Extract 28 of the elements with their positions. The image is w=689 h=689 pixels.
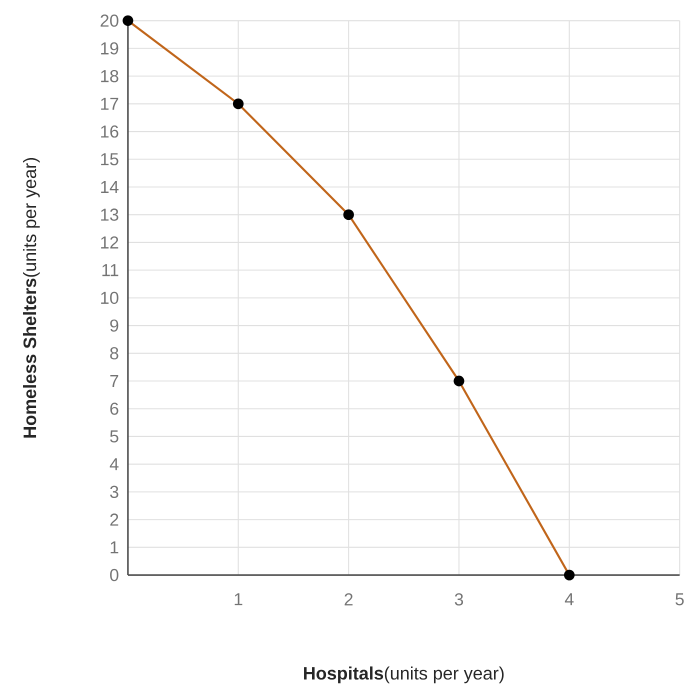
x-tick-label: 5 xyxy=(676,593,684,606)
y-tick-label: 17 xyxy=(101,98,118,110)
y-tick-label: 6 xyxy=(110,402,118,415)
y-tick-label: 9 xyxy=(110,319,118,332)
y-tick-label: 0 xyxy=(110,568,118,582)
y-tick-label: 18 xyxy=(101,70,118,82)
y-tick-label: 12 xyxy=(101,236,118,248)
y-tick-label: 20 xyxy=(100,14,118,27)
y-tick-label: 2 xyxy=(110,514,118,526)
y-tick-label: 16 xyxy=(101,125,118,138)
y-tick-label: 3 xyxy=(110,486,118,498)
y-tick-label: 7 xyxy=(110,375,118,387)
y-tick-label: 1 xyxy=(110,541,118,554)
y-tick-label: 13 xyxy=(101,208,118,221)
x-tick-label: 4 xyxy=(564,593,574,606)
x-tick-label: 1 xyxy=(234,593,242,606)
y-tick-label: 5 xyxy=(110,430,118,442)
y-tick-label: 11 xyxy=(102,264,118,276)
y-tick-label: 10 xyxy=(101,292,118,304)
y-tick-label: 4 xyxy=(110,458,119,470)
y-tick-label: 19 xyxy=(101,42,118,55)
y-tick-label: 8 xyxy=(110,347,118,360)
x-axis-title: Hospitals(units per year) xyxy=(304,666,504,684)
x-tick-label: 2 xyxy=(344,593,353,606)
x-tick-label: 3 xyxy=(454,593,464,606)
y-tick-label: 15 xyxy=(101,153,118,166)
y-axis-title: Homeless Shelters(units per year) xyxy=(23,158,40,438)
y-tick-label: 14 xyxy=(101,181,119,193)
